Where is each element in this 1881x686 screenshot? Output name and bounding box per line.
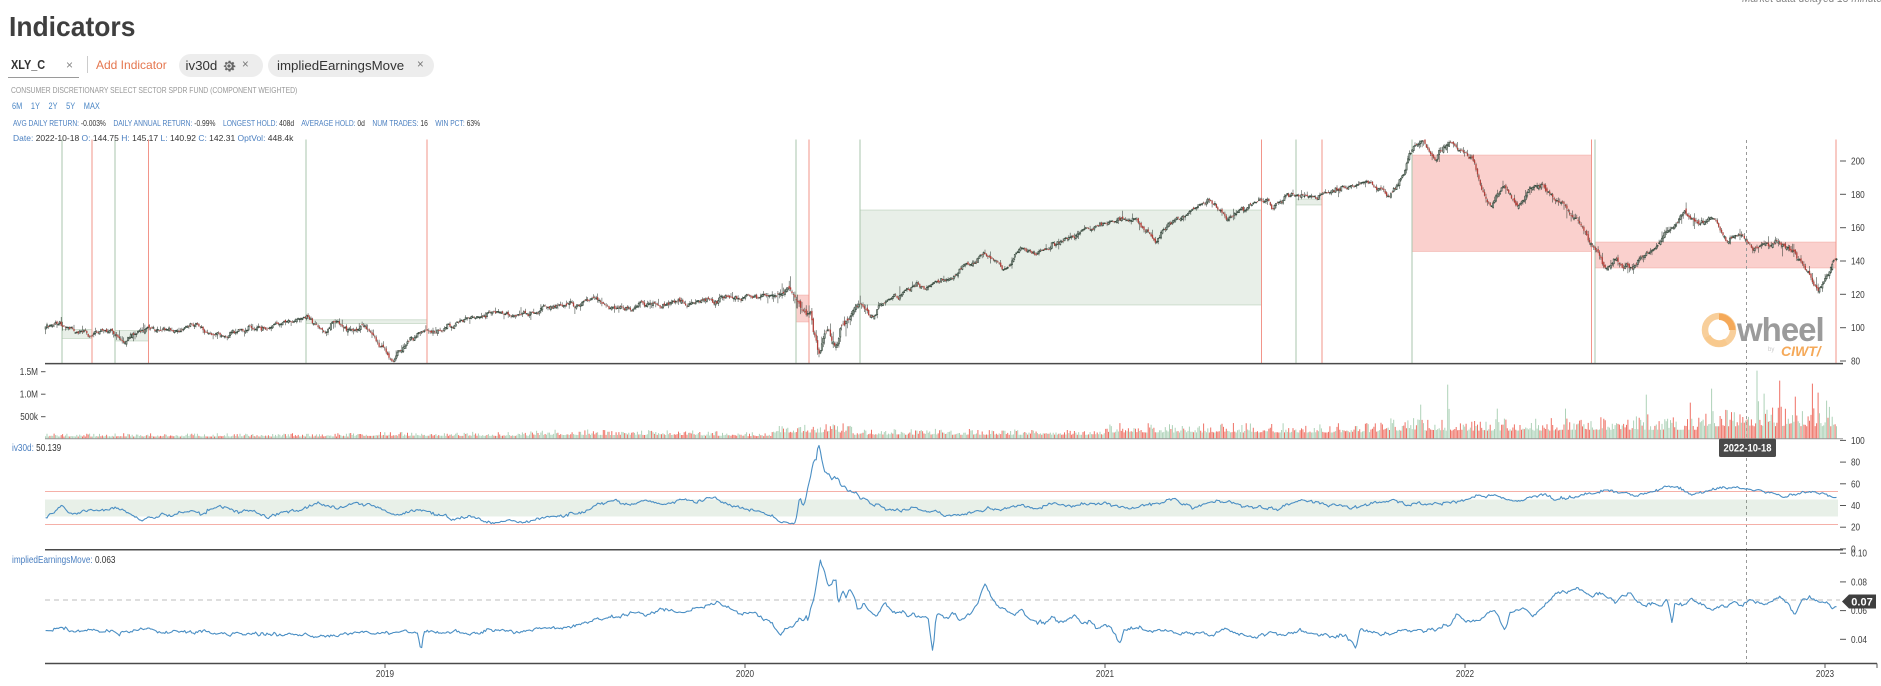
- svg-text:2023: 2023: [1816, 669, 1835, 680]
- svg-text:100: 100: [1851, 323, 1865, 334]
- svg-text:500k: 500k: [20, 412, 39, 423]
- svg-text:60: 60: [1851, 479, 1860, 490]
- svg-text:200: 200: [1851, 157, 1865, 168]
- svg-text:1.5M: 1.5M: [20, 367, 38, 378]
- svg-text:120: 120: [1851, 290, 1865, 301]
- svg-text:wheel: wheel: [1736, 311, 1824, 348]
- svg-text:0: 0: [1851, 544, 1856, 555]
- svg-text:100: 100: [1851, 436, 1865, 447]
- svg-text:CIWT/: CIWT/: [1781, 343, 1823, 359]
- svg-text:2019: 2019: [376, 669, 395, 680]
- svg-text:2022: 2022: [1456, 669, 1475, 680]
- svg-text:20: 20: [1851, 523, 1860, 534]
- svg-text:40: 40: [1851, 501, 1860, 512]
- svg-text:0.04: 0.04: [1851, 635, 1867, 646]
- svg-text:180: 180: [1851, 190, 1865, 201]
- svg-text:2021: 2021: [1096, 669, 1115, 680]
- svg-text:0.08: 0.08: [1851, 577, 1867, 588]
- svg-text:80: 80: [1851, 458, 1860, 469]
- svg-text:1.0M: 1.0M: [20, 390, 38, 401]
- svg-text:140: 140: [1851, 257, 1865, 268]
- svg-text:2022-10-18: 2022-10-18: [1724, 443, 1772, 455]
- svg-text:by: by: [1768, 347, 1774, 353]
- svg-text:160: 160: [1851, 223, 1865, 234]
- svg-text:80: 80: [1851, 357, 1860, 368]
- svg-text:0.10: 0.10: [1851, 549, 1867, 560]
- svg-text:0.06: 0.06: [1851, 606, 1867, 617]
- svg-text:2020: 2020: [736, 669, 755, 680]
- svg-text:0.07: 0.07: [1851, 597, 1872, 609]
